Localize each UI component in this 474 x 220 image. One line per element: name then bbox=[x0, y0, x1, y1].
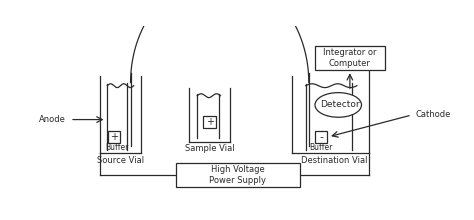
Text: Anode: Anode bbox=[38, 115, 65, 124]
Text: -: - bbox=[319, 132, 323, 142]
Ellipse shape bbox=[315, 93, 362, 117]
Text: +: + bbox=[206, 117, 214, 127]
Text: Integrator or
Computer: Integrator or Computer bbox=[323, 48, 377, 68]
Bar bbox=[315, 131, 328, 143]
Text: Detector: Detector bbox=[320, 101, 360, 109]
Bar bbox=[108, 131, 120, 143]
Bar bbox=[203, 117, 216, 128]
Text: Buffer: Buffer bbox=[105, 143, 128, 152]
Text: Buffer: Buffer bbox=[309, 143, 332, 152]
Bar bbox=[315, 46, 385, 70]
Text: Sample Vial: Sample Vial bbox=[185, 144, 235, 153]
Text: +: + bbox=[110, 132, 118, 142]
Text: Destination Vial: Destination Vial bbox=[301, 156, 368, 165]
Text: Source Vial: Source Vial bbox=[97, 156, 144, 165]
Text: High Voltage
Power Supply: High Voltage Power Supply bbox=[209, 165, 266, 185]
Bar bbox=[175, 163, 300, 187]
Text: Cathode: Cathode bbox=[416, 110, 451, 119]
